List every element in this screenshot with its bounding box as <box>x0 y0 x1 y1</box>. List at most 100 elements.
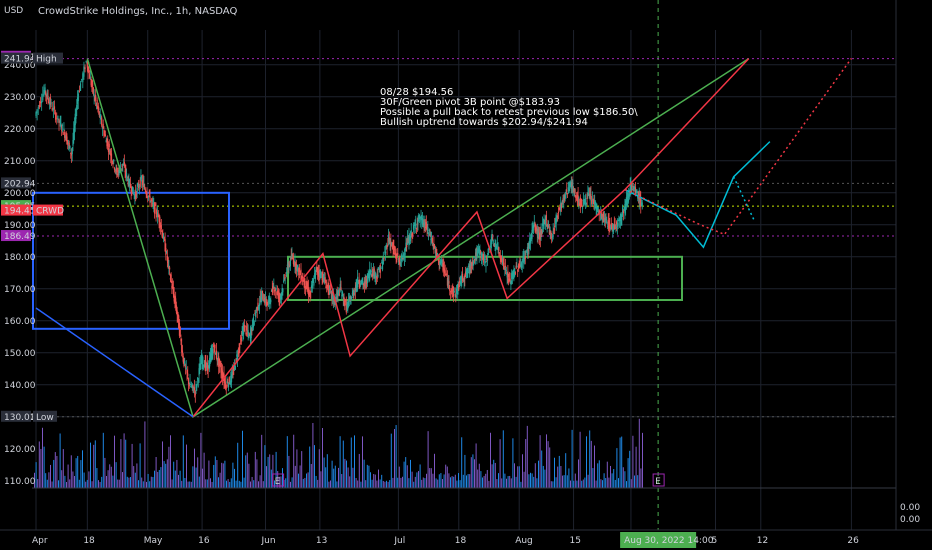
candle-body <box>204 360 206 370</box>
candle-body <box>152 203 154 204</box>
candle-body <box>47 95 49 100</box>
volume-bar <box>302 478 304 488</box>
candle-body <box>360 280 363 284</box>
candle-body <box>403 255 406 259</box>
volume-bar <box>494 462 496 488</box>
drawing-trendlines[interactable] <box>35 57 853 418</box>
candle-body <box>532 226 534 232</box>
candle-body <box>156 211 159 218</box>
volume-bar <box>581 480 583 488</box>
candle-body <box>267 301 269 306</box>
volume-bar <box>378 469 379 488</box>
candle-body <box>371 274 373 276</box>
volume-bar <box>314 445 315 488</box>
candle-body <box>375 273 377 278</box>
candle-body <box>292 257 294 259</box>
candle-body <box>615 226 617 228</box>
volume-bar <box>611 473 613 488</box>
candle-body <box>480 253 483 258</box>
volume-bar <box>219 472 221 488</box>
candle-body <box>495 246 498 248</box>
candle-body <box>397 258 399 260</box>
volume-bar <box>590 440 592 488</box>
candle-body <box>485 264 487 267</box>
candle-body <box>312 280 314 284</box>
volume-bar <box>546 434 547 488</box>
candle-body <box>582 200 584 202</box>
volume-bar <box>58 480 59 488</box>
candle-body <box>238 348 240 350</box>
candle-body <box>364 280 366 283</box>
volume-bar <box>451 476 453 488</box>
volume-bar <box>118 479 120 488</box>
volume-bar <box>288 455 290 488</box>
volume-bar <box>397 477 399 488</box>
candle-body <box>177 312 179 316</box>
candle-body <box>500 257 502 262</box>
candle-body <box>104 134 107 137</box>
candle-body <box>292 257 295 264</box>
volume-bar <box>115 462 117 488</box>
candle-body <box>255 311 257 317</box>
candle-body <box>181 350 184 354</box>
candle-body <box>563 196 565 201</box>
candle-body <box>107 148 110 152</box>
candle-body <box>224 382 227 389</box>
volume-bar <box>210 478 211 488</box>
drawing-boxes[interactable] <box>32 191 683 330</box>
volume-bar <box>110 466 112 488</box>
candle-body <box>428 232 430 234</box>
volume-bar <box>440 473 442 488</box>
candle-body <box>316 267 318 272</box>
volume-bar <box>248 463 250 488</box>
candle-body <box>516 266 518 267</box>
candle-body <box>628 190 631 197</box>
volume-bar <box>424 478 426 488</box>
candle-body <box>345 301 347 313</box>
volume-bar <box>565 453 567 488</box>
volume-bar <box>251 476 253 488</box>
candle-body <box>64 132 66 138</box>
volume-bar <box>382 480 384 488</box>
candle-body <box>357 276 359 288</box>
price-tick-label: 160.00 <box>4 317 36 327</box>
candle-body <box>433 243 435 249</box>
candle-body <box>183 358 185 366</box>
candle-body <box>233 367 235 371</box>
candle-body <box>235 358 237 363</box>
candle-body <box>252 317 255 328</box>
candle-body <box>57 115 59 120</box>
candle-body <box>498 252 501 254</box>
volume-bar <box>566 475 568 488</box>
candle-body <box>346 304 348 306</box>
volume-bar <box>139 443 141 488</box>
candle-body <box>575 198 578 200</box>
volume-bars <box>32 418 896 489</box>
volume-bar <box>264 445 266 488</box>
volume-bar <box>192 466 194 488</box>
candle-body <box>512 272 514 279</box>
candle-body <box>273 289 276 292</box>
candle-body <box>323 278 326 281</box>
volume-bar <box>122 472 123 488</box>
volume-bar <box>42 427 43 488</box>
candle-body <box>270 289 273 292</box>
volume-bar <box>464 454 466 488</box>
axis-background <box>896 0 932 550</box>
volume-bar <box>341 474 343 488</box>
time-axis[interactable]: Apr18May16Jun13Jul18Aug152451226Aug 30, … <box>0 529 932 550</box>
volume-bar <box>568 468 570 488</box>
symbol-title[interactable]: CrowdStrike Holdings, Inc., 1h, NASDAQ <box>38 6 237 17</box>
candle-body <box>284 279 286 281</box>
candle-body <box>391 242 393 248</box>
volume-bar <box>354 435 355 488</box>
volume-bar <box>432 473 434 488</box>
candle-body <box>611 223 613 230</box>
volume-bar <box>394 428 395 488</box>
candle-body <box>336 292 338 294</box>
candle-body <box>436 252 438 256</box>
candle-body <box>439 262 441 264</box>
